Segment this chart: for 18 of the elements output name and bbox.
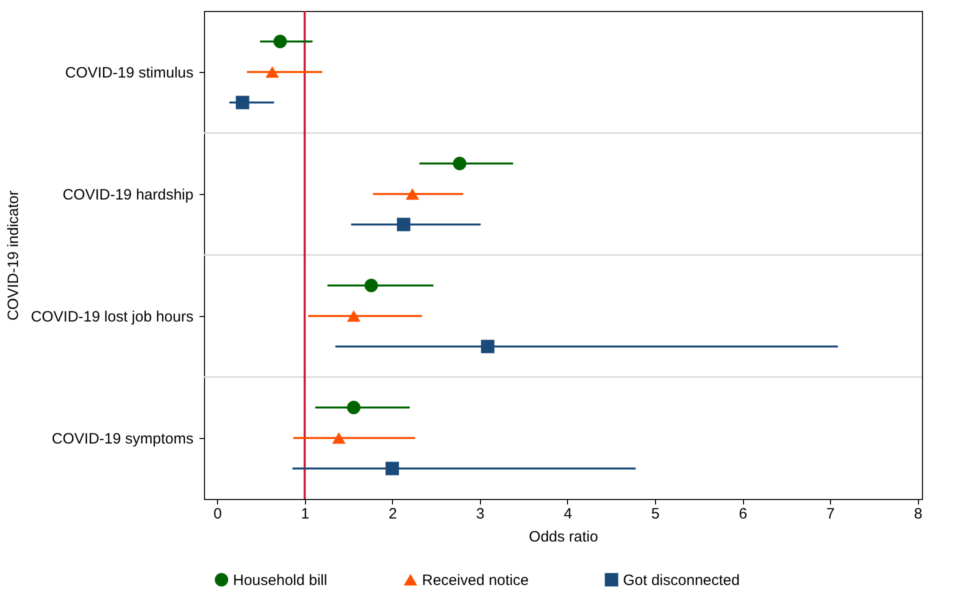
x-tick-label: 8 (914, 506, 922, 522)
x-tick-label: 0 (213, 506, 222, 522)
legend-label: Household bill (233, 572, 328, 589)
y-tick-label: COVID-19 symptoms (52, 430, 194, 448)
legend-label: Got disconnected (623, 572, 740, 589)
legend-label: Received notice (422, 572, 529, 589)
x-tick-label: 6 (738, 506, 748, 522)
x-axis-title: Odds ratio (528, 528, 598, 546)
x-tick-label: 1 (301, 506, 310, 522)
x-tick-label: 4 (564, 506, 572, 522)
x-tick-label: 3 (476, 506, 484, 522)
y-tick-label: COVID-19 hardship (62, 186, 194, 204)
x-tick-label: 5 (651, 506, 660, 522)
y-axis-title: COVID-19 indicator (4, 190, 22, 321)
x-tick-label: 7 (826, 506, 835, 522)
y-tick-label: COVID-19 lost job hours (30, 308, 194, 326)
x-tick-label: 2 (388, 506, 397, 522)
y-tick-label: COVID-19 stimulus (65, 64, 194, 82)
